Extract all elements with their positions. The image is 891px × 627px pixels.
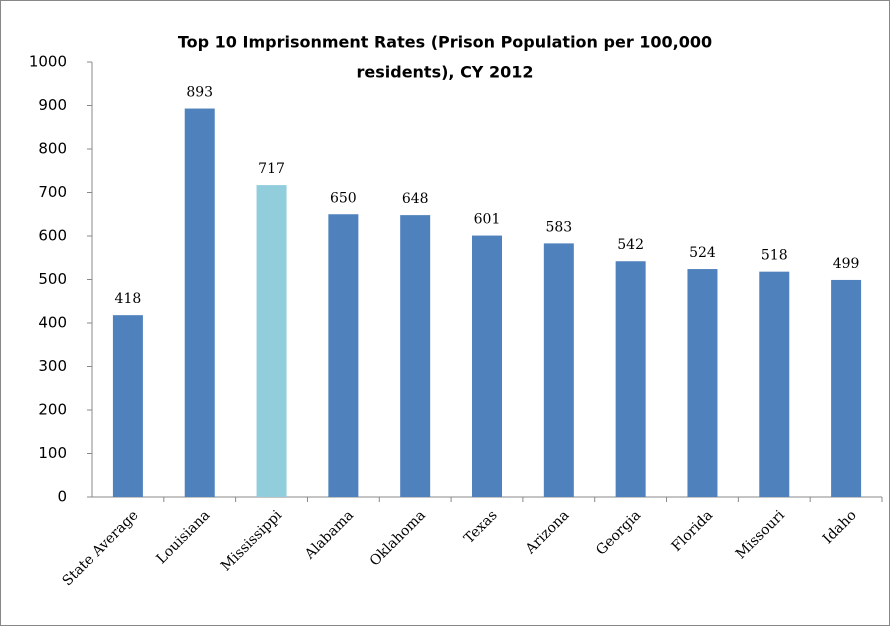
bar xyxy=(687,269,718,497)
y-tick-label: 100 xyxy=(38,444,67,462)
bar xyxy=(184,108,215,498)
data-label: 518 xyxy=(761,248,788,264)
y-tick-label: 600 xyxy=(38,227,67,245)
data-label: 418 xyxy=(115,291,142,307)
data-label: 499 xyxy=(833,256,860,272)
y-tick-label: 700 xyxy=(38,183,67,201)
data-label: 648 xyxy=(402,191,429,207)
y-tick-label: 300 xyxy=(38,357,67,375)
y-tick-label: 500 xyxy=(38,270,67,288)
chart-title: residents), CY 2012 xyxy=(356,63,533,82)
data-label: 601 xyxy=(474,212,501,228)
y-tick-label: 200 xyxy=(38,401,67,419)
data-label: 524 xyxy=(689,245,716,261)
data-label: 583 xyxy=(545,219,572,235)
y-tick-label: 900 xyxy=(38,96,67,114)
data-label: 893 xyxy=(186,85,213,101)
y-tick-label: 1000 xyxy=(29,53,67,71)
y-tick-label: 0 xyxy=(57,488,67,506)
bar xyxy=(328,214,359,497)
bar xyxy=(831,279,862,497)
data-label: 650 xyxy=(330,190,357,206)
y-tick-label: 400 xyxy=(38,314,67,332)
bar xyxy=(543,243,574,497)
bar xyxy=(615,261,646,497)
bar xyxy=(472,235,502,497)
bar xyxy=(256,185,287,498)
data-label: 542 xyxy=(617,237,644,253)
bar xyxy=(759,271,790,497)
chart-title: Top 10 Imprisonment Rates (Prison Popula… xyxy=(178,33,712,52)
bar xyxy=(112,315,143,497)
data-label: 717 xyxy=(258,161,285,177)
bar xyxy=(400,215,431,497)
y-tick-label: 800 xyxy=(38,140,67,158)
